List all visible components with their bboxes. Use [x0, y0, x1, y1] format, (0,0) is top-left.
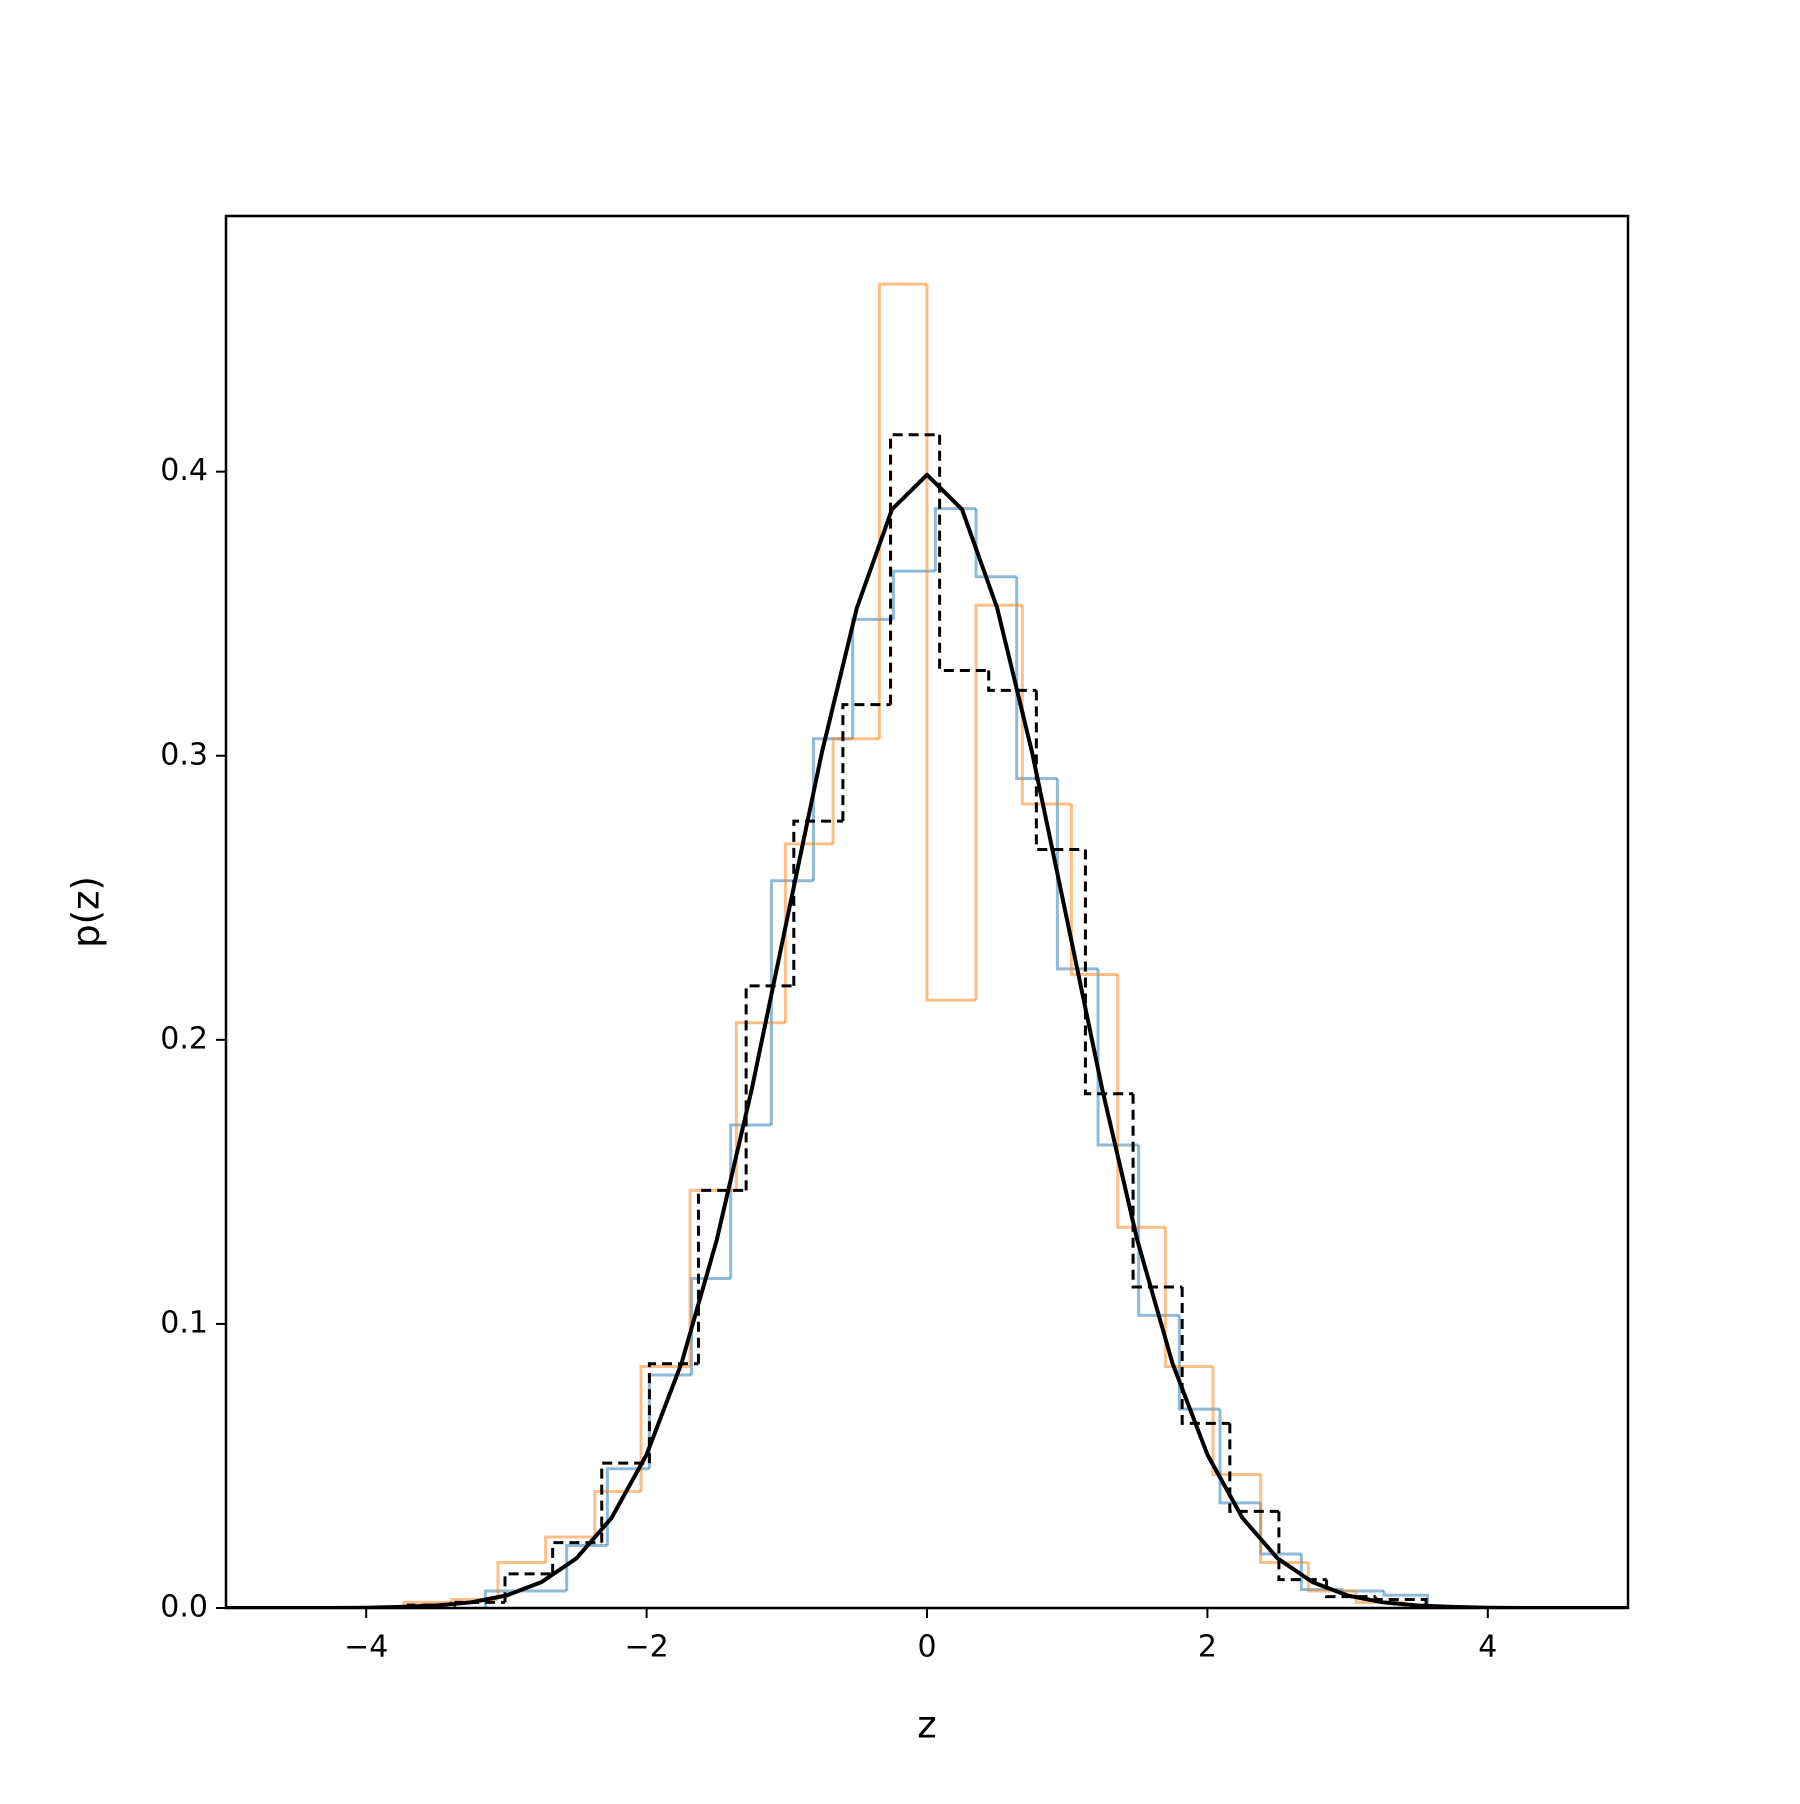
histogram-step — [987, 670, 1037, 692]
histogram-step — [792, 819, 843, 986]
histogram-step — [891, 569, 936, 620]
histogram-step — [925, 284, 977, 1002]
x-tick-label: −2 — [624, 1630, 668, 1665]
x-tick-label: 0 — [917, 1630, 936, 1665]
histogram-step — [877, 282, 927, 739]
y-tick-label: 0.4 — [160, 453, 208, 488]
y-axis-label: p(z) — [65, 876, 108, 948]
histogram-step — [1015, 576, 1058, 780]
x-tick-label: 4 — [1478, 1630, 1497, 1665]
x-axis-label: z — [917, 1704, 936, 1747]
histogram-step — [1116, 974, 1166, 1229]
histogram-step — [841, 703, 891, 822]
histogram-step — [544, 1535, 595, 1563]
x-tick-label: −4 — [344, 1630, 388, 1665]
histogram-step — [974, 603, 1023, 1001]
histogram-step — [496, 1561, 546, 1600]
histogram-step — [1228, 1423, 1279, 1513]
y-tick-label: 0.2 — [160, 1021, 208, 1056]
histogram-step — [1096, 968, 1139, 1147]
histogram-step — [769, 879, 814, 1126]
histogram-step — [1177, 1315, 1221, 1411]
histogram-step — [639, 1365, 691, 1492]
y-tick-label: 0.1 — [160, 1305, 208, 1340]
histogram-step — [1211, 1366, 1261, 1476]
histogram-step — [1083, 849, 1134, 1096]
histogram-step — [1218, 1409, 1261, 1505]
histogram-step — [1034, 690, 1086, 852]
histogram-step — [503, 1572, 553, 1603]
density-curve — [226, 472, 1628, 1608]
histogram-step — [1374, 1596, 1428, 1608]
histogram-step — [1163, 1227, 1214, 1369]
x-tick-label: 2 — [1198, 1630, 1217, 1665]
histogram-step — [1020, 605, 1072, 806]
histogram-step — [734, 1021, 786, 1191]
histogram-step — [729, 1123, 772, 1279]
histogram-step — [1259, 1474, 1309, 1565]
histogram-step — [565, 1544, 608, 1591]
histogram-step — [1069, 804, 1118, 976]
plot-area — [226, 282, 1628, 1608]
y-tick-label: 0.3 — [160, 737, 208, 772]
histogram-step — [1180, 1286, 1230, 1425]
histogram-step — [783, 842, 834, 1023]
histogram-step — [831, 737, 880, 844]
histogram-step — [889, 433, 940, 705]
histogram-step — [974, 508, 1017, 579]
y-tick-label: 0.0 — [160, 1590, 208, 1625]
histogram-step — [1131, 1093, 1183, 1289]
